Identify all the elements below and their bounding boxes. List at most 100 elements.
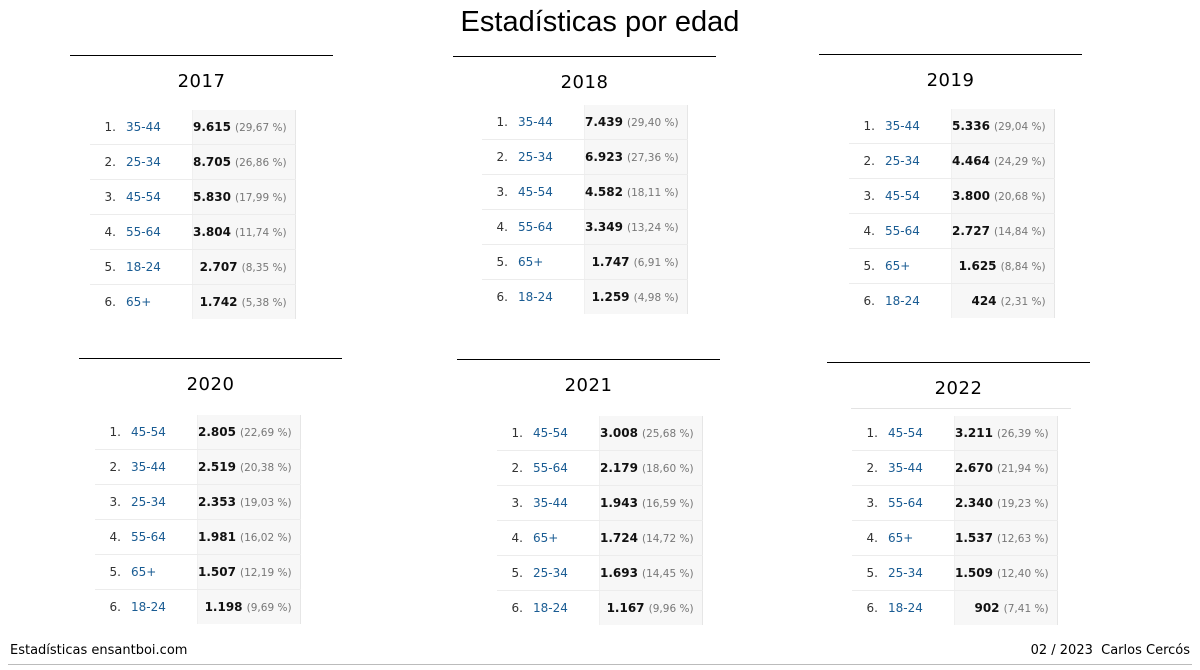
users-value: 9.615 [193,120,231,134]
metric-cell: 6.923 (27,36 %) [584,139,688,175]
metric-cell: 3.211 (26,39 %) [954,416,1058,451]
age-table-2020: 1. 45-54 2.805 (22,69 %) 2. 35-44 2.519 (20,38… [95,415,301,624]
age-range-link[interactable]: 25-34 [127,484,198,520]
age-range-link[interactable]: 45-54 [122,179,193,215]
users-percent: (12,63 %) [996,533,1049,545]
users-value: 2.340 [955,496,993,510]
age-range-link[interactable]: 25-34 [529,555,600,591]
users-value: 1.693 [600,566,638,580]
table-row: 5. 18-24 2.707 (8,35 %) [90,249,296,285]
age-range-link[interactable]: 18-24 [131,600,166,614]
table-row: 2. 35-44 2.670 (21,94 %) [852,450,1058,486]
rank: 1. [849,109,881,144]
table-row: 6. 18-24 902 (7,41 %) [852,590,1058,625]
users-value: 4.464 [952,154,990,168]
metric-cell: 3.800 (20,68 %) [951,178,1055,214]
users-percent: (17,99 %) [234,192,287,204]
divider [827,362,1090,363]
footer-source: Estadísticas ensantboi.com [10,643,188,658]
users-percent: (9,96 %) [648,603,694,615]
rank: 1. [90,110,122,145]
age-range-link[interactable]: 18-24 [533,601,568,615]
users-percent: (5,38 %) [241,297,287,309]
panel-2020: 2020 [79,358,342,396]
age-range-link[interactable]: 18-24 [888,601,923,615]
age-range-link[interactable]: 65+ [127,554,198,590]
rank: 5. [497,555,529,591]
rank: 3. [95,484,127,520]
age-range-link[interactable]: 65+ [529,520,600,556]
age-range-link[interactable]: 35-44 [884,450,955,486]
table-row: 2. 25-34 4.464 (24,29 %) [849,143,1055,179]
age-range-link[interactable]: 35-44 [514,105,585,140]
metric-cell: 3.008 (25,68 %) [599,416,703,451]
age-range-link[interactable]: 55-64 [529,450,600,486]
year-label: 2018 [560,72,609,93]
table-row: 4. 55-64 1.981 (16,02 %) [95,519,301,555]
metric-cell: 1.981 (16,02 %) [197,519,301,555]
table-row: 3. 35-44 1.943 (16,59 %) [497,485,703,521]
age-range-link[interactable]: 55-64 [514,209,585,245]
users-percent: (29,04 %) [993,121,1046,133]
rank: 4. [482,209,514,245]
age-range-link[interactable]: 45-54 [529,416,600,451]
metric-cell: 8.705 (26,86 %) [192,144,296,180]
age-range-link[interactable]: 55-64 [884,485,955,521]
age-range-link[interactable]: 35-44 [529,485,600,521]
rank: 6. [511,601,523,615]
age-range-link[interactable]: 45-54 [514,174,585,210]
age-range-link[interactable]: 25-34 [884,555,955,591]
rank: 4. [849,213,881,249]
rank: 4. [852,520,884,556]
rank: 5. [852,555,884,591]
users-percent: (11,74 %) [234,227,287,239]
age-table-2021: 1. 45-54 3.008 (25,68 %) 2. 55-64 2.179 (18,60… [497,416,703,625]
age-range-link[interactable]: 18-24 [885,294,920,308]
metric-cell: 4.464 (24,29 %) [951,143,1055,179]
users-percent: (16,02 %) [239,532,292,544]
age-range-link[interactable]: 45-54 [884,416,955,451]
age-range-link[interactable]: 25-34 [514,139,585,175]
metric-cell: 1.747 (6,91 %) [584,244,688,280]
table-row: 1. 35-44 9.615 (29,67 %) [90,110,296,145]
divider [79,358,342,359]
table-row: 6. 65+ 1.742 (5,38 %) [90,284,296,319]
rank: 2. [852,450,884,486]
age-range-link[interactable]: 65+ [126,295,152,309]
table-row: 1. 45-54 3.008 (25,68 %) [497,416,703,451]
users-value: 1.167 [606,601,645,615]
users-value: 1.537 [955,531,993,545]
users-percent: (13,24 %) [626,222,679,234]
age-range-link[interactable]: 18-24 [518,290,553,304]
rank: 2. [95,449,127,485]
age-range-link[interactable]: 65+ [514,244,585,280]
table-row: 2. 35-44 2.519 (20,38 %) [95,449,301,485]
panel-2017: 2017 [70,55,333,93]
age-range-link[interactable]: 65+ [881,248,952,284]
age-range-link[interactable]: 45-54 [127,415,198,450]
metric-cell: 5.336 (29,04 %) [951,109,1055,144]
age-range-link[interactable]: 35-44 [127,449,198,485]
age-range-link[interactable]: 25-34 [122,144,193,180]
table-row: 1. 45-54 2.805 (22,69 %) [95,415,301,450]
age-range-link[interactable]: 65+ [884,520,955,556]
table-row: 5. 65+ 1.625 (8,84 %) [849,248,1055,284]
age-range-link[interactable]: 55-64 [881,213,952,249]
age-range-link[interactable]: 18-24 [122,249,193,285]
panel-2022: 2022 [827,362,1090,400]
rank: 5. [95,554,127,590]
age-range-link[interactable]: 35-44 [881,109,952,144]
users-value: 1.981 [198,530,236,544]
users-value: 1.198 [204,600,243,614]
rank: 6. [104,295,116,309]
age-range-link[interactable]: 55-64 [122,214,193,250]
users-value: 1.724 [600,531,638,545]
users-percent: (18,60 %) [641,463,694,475]
age-range-link[interactable]: 45-54 [881,178,952,214]
table-row: 4. 55-64 2.727 (14,84 %) [849,213,1055,249]
users-value: 2.670 [955,461,993,475]
age-range-link[interactable]: 55-64 [127,519,198,555]
metric-cell: 902 (7,41 %) [954,590,1058,625]
age-range-link[interactable]: 35-44 [122,110,193,145]
age-range-link[interactable]: 25-34 [881,143,952,179]
